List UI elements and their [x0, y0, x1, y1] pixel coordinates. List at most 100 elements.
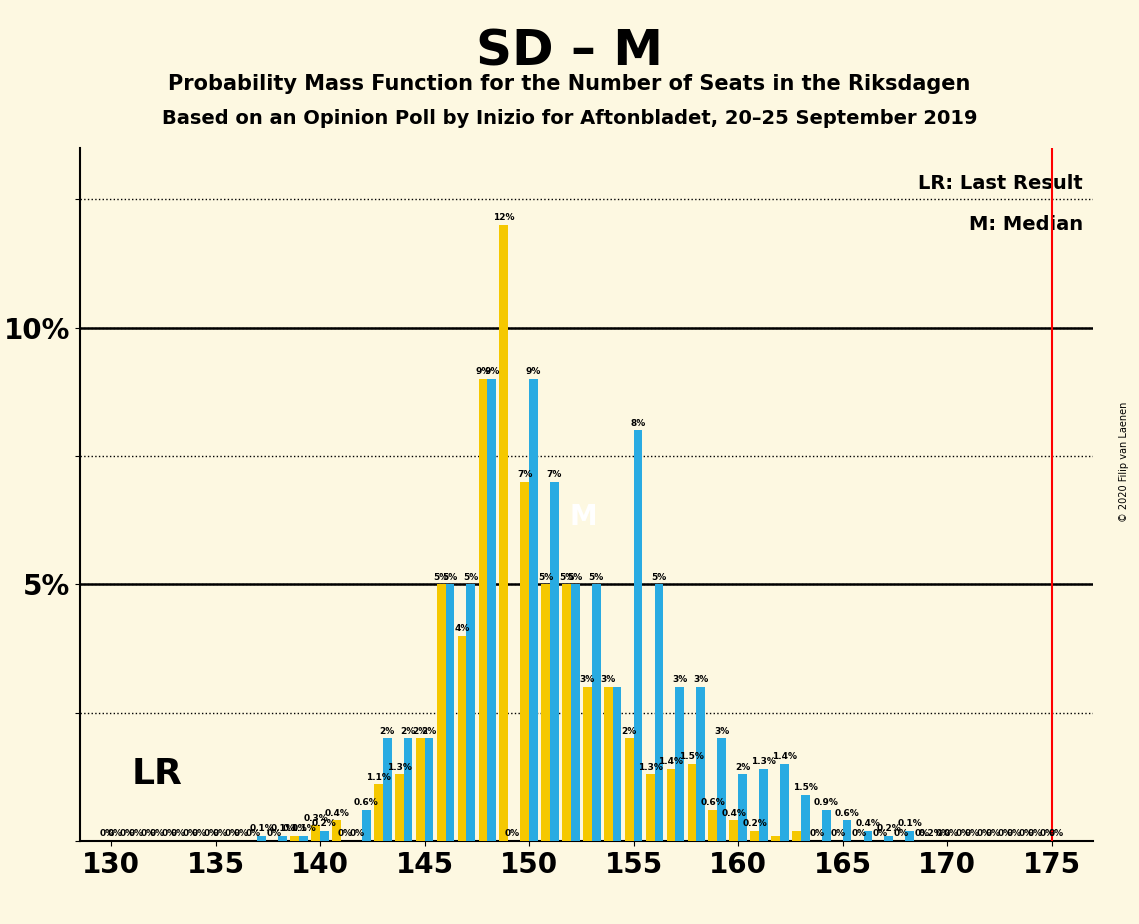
Bar [821, 810, 830, 841]
Bar [729, 821, 738, 841]
Text: 0%: 0% [893, 829, 909, 838]
Text: 0%: 0% [171, 829, 186, 838]
Text: 2%: 2% [379, 726, 395, 736]
Text: 5%: 5% [434, 573, 449, 581]
Text: 9%: 9% [484, 367, 499, 376]
Text: 7%: 7% [547, 470, 562, 479]
Bar [675, 687, 685, 841]
Text: 0.1%: 0.1% [292, 824, 316, 833]
Bar [801, 795, 810, 841]
Text: 0%: 0% [267, 829, 281, 838]
Text: 0.2%: 0.2% [876, 824, 901, 833]
Text: 2%: 2% [622, 726, 637, 736]
Text: 9%: 9% [526, 367, 541, 376]
Text: 0.6%: 0.6% [354, 798, 378, 808]
Text: 2%: 2% [401, 726, 416, 736]
Bar [759, 769, 768, 841]
Text: 2%: 2% [735, 762, 751, 772]
Text: 0.2%: 0.2% [743, 819, 767, 828]
Text: Based on an Opinion Poll by Inizio for Aftonbladet, 20–25 September 2019: Based on an Opinion Poll by Inizio for A… [162, 109, 977, 128]
Text: 0%: 0% [965, 829, 980, 838]
Bar [521, 481, 530, 841]
Bar [487, 379, 497, 841]
Text: SD – M: SD – M [476, 28, 663, 76]
Bar [613, 687, 622, 841]
Bar [592, 584, 600, 841]
Text: Probability Mass Function for the Number of Seats in the Riksdagen: Probability Mass Function for the Number… [169, 74, 970, 94]
Bar [563, 584, 571, 841]
Bar [646, 774, 655, 841]
Bar [708, 810, 718, 841]
Text: 0%: 0% [852, 829, 867, 838]
Text: 1.3%: 1.3% [638, 762, 663, 772]
Text: LR: Last Result: LR: Last Result [918, 174, 1083, 192]
Text: 0.4%: 0.4% [855, 819, 880, 828]
Bar [541, 584, 550, 841]
Text: 0%: 0% [935, 829, 950, 838]
Bar [633, 431, 642, 841]
Text: 0.1%: 0.1% [898, 819, 923, 828]
Text: 1.5%: 1.5% [793, 783, 818, 792]
Text: 0%: 0% [915, 829, 929, 838]
Bar [718, 738, 726, 841]
Bar [666, 769, 675, 841]
Text: 0%: 0% [149, 829, 165, 838]
Text: M: Median: M: Median [969, 214, 1083, 234]
Bar [771, 835, 780, 841]
Text: 0.6%: 0.6% [700, 798, 726, 808]
Bar [499, 225, 508, 841]
Text: 1.1%: 1.1% [366, 772, 391, 782]
Text: 0%: 0% [245, 829, 261, 838]
Text: 2%: 2% [421, 726, 436, 736]
Text: 3%: 3% [693, 675, 708, 685]
Bar [884, 835, 893, 841]
Text: 0%: 0% [233, 829, 248, 838]
Bar [625, 738, 633, 841]
Text: 0%: 0% [129, 829, 144, 838]
Text: 3%: 3% [714, 726, 729, 736]
Bar [383, 738, 392, 841]
Bar [362, 810, 370, 841]
Bar [751, 831, 759, 841]
Bar [780, 764, 788, 841]
Text: 8%: 8% [630, 419, 646, 428]
Bar [604, 687, 613, 841]
Bar [466, 584, 475, 841]
Text: 0%: 0% [99, 829, 114, 838]
Bar [320, 831, 329, 841]
Text: 0%: 0% [830, 829, 846, 838]
Bar [374, 784, 383, 841]
Text: 0%: 0% [120, 829, 136, 838]
Text: 12%: 12% [493, 213, 515, 223]
Text: 5%: 5% [567, 573, 583, 581]
Bar [425, 738, 433, 841]
Bar [792, 831, 801, 841]
Text: 0%: 0% [956, 829, 972, 838]
Bar [445, 584, 454, 841]
Bar [278, 835, 287, 841]
Text: 0%: 0% [985, 829, 1001, 838]
Text: 0%: 0% [1018, 829, 1034, 838]
Text: 0%: 0% [1027, 829, 1042, 838]
Text: 0%: 0% [204, 829, 219, 838]
Text: 5%: 5% [652, 573, 666, 581]
Text: 2%: 2% [412, 726, 428, 736]
Bar [395, 774, 403, 841]
Bar [583, 687, 592, 841]
Text: 0%: 0% [944, 829, 959, 838]
Text: 0%: 0% [810, 829, 825, 838]
Text: 0.4%: 0.4% [721, 808, 746, 818]
Bar [571, 584, 580, 841]
Text: 0%: 0% [338, 829, 353, 838]
Text: 0%: 0% [1007, 829, 1022, 838]
Text: 1.3%: 1.3% [387, 762, 411, 772]
Bar [436, 584, 445, 841]
Text: 0%: 0% [191, 829, 206, 838]
Text: 0%: 0% [1049, 829, 1064, 838]
Bar [416, 738, 425, 841]
Text: 0%: 0% [977, 829, 992, 838]
Bar [655, 584, 663, 841]
Text: 0.4%: 0.4% [325, 808, 349, 818]
Text: 1.3%: 1.3% [751, 758, 776, 766]
Text: M: M [570, 504, 597, 531]
